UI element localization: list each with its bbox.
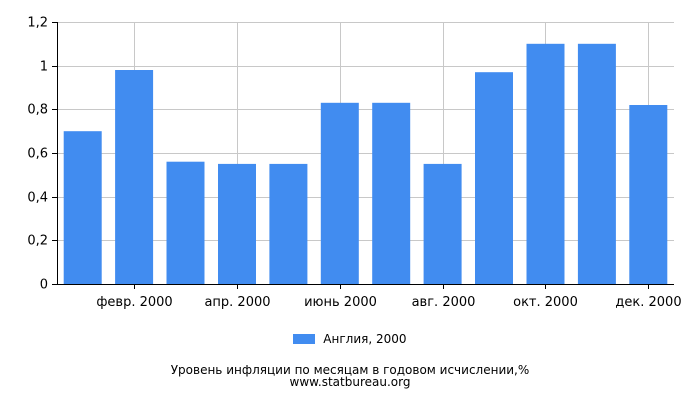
y-tick-label: 0,6	[27, 147, 48, 162]
bar	[63, 131, 102, 284]
x-tick-label: февр. 2000	[96, 295, 172, 310]
bar	[629, 105, 668, 284]
x-tick-label: дек. 2000	[615, 295, 681, 310]
y-tick-label: 0,4	[27, 191, 48, 206]
y-tick-label: 0,2	[27, 234, 48, 249]
source-credit: www.statbureau.org	[289, 375, 411, 389]
bar	[423, 163, 462, 284]
chart-legend: Англия, 2000	[0, 332, 700, 346]
legend-label: Англия, 2000	[323, 332, 407, 346]
y-tick-label: 1,2	[27, 16, 48, 31]
bar	[372, 102, 411, 284]
bar	[526, 43, 565, 284]
bar	[475, 72, 513, 284]
y-tick-label: 1	[40, 60, 48, 75]
bar	[269, 163, 308, 284]
bar	[320, 102, 359, 284]
x-tick-label: окт. 2000	[513, 295, 578, 310]
legend-swatch	[293, 333, 316, 344]
chart-plot: 0 0,2 0,4 0,6 0,8 1 1,2 февр. 2000 апр. 2000 июнь…	[27, 16, 681, 311]
bar	[115, 70, 154, 284]
x-tick-label: авг. 2000	[412, 295, 476, 310]
y-tick-label: 0	[40, 278, 48, 293]
y-tick-label: 0,8	[27, 103, 48, 118]
x-tick-label: июнь 2000	[304, 295, 377, 310]
chart-caption: Уровень инфляции по месяцам в годовом ис…	[170, 363, 530, 377]
bar	[218, 163, 256, 284]
bar	[577, 43, 616, 284]
x-tick-label: апр. 2000	[204, 295, 270, 310]
bar	[166, 161, 205, 284]
